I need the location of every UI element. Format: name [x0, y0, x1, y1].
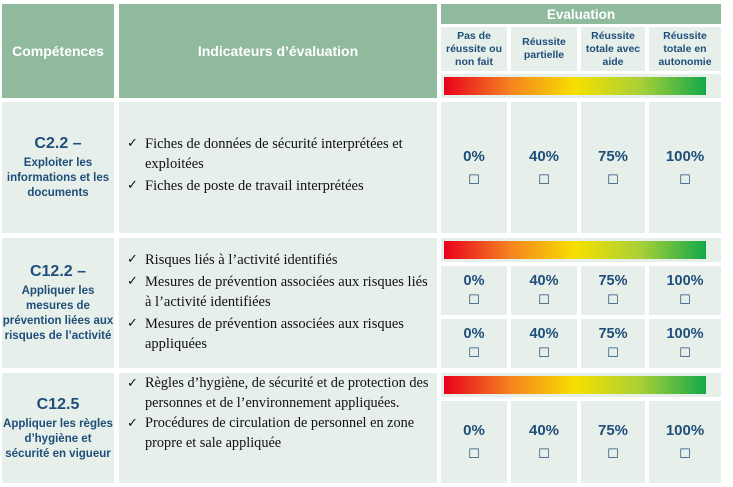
header-competences: Compétences	[2, 4, 114, 98]
evaluation-gradient-bar	[444, 241, 706, 259]
indicator-item: ✓ Risques liés à l’activité identifiés	[127, 252, 338, 268]
score-cell[interactable]: 100% ☐	[649, 401, 721, 483]
score-cell[interactable]: 40% ☐	[511, 401, 577, 483]
competence-code: C12.5	[36, 395, 80, 413]
checkbox[interactable]: ☐	[538, 293, 550, 308]
level-3-header: Réussite totale en autonomie	[649, 27, 721, 71]
indicators-c2-2: ✓ Fiches de données de sécurité interprét…	[119, 102, 437, 233]
score-cell[interactable]: 0% ☐	[441, 401, 507, 483]
score-cell[interactable]: 100% ☐	[649, 102, 721, 233]
checkbox[interactable]: ☐	[607, 172, 619, 188]
checkbox[interactable]: ☐	[607, 293, 619, 308]
score-value: 100%	[666, 273, 704, 289]
score-cell[interactable]: 100% ☐	[649, 266, 721, 315]
check-icon: ✓	[127, 274, 138, 289]
score-value: 0%	[463, 326, 485, 342]
level-1-header: Réussite partielle	[511, 27, 577, 71]
score-cell[interactable]: 75% ☐	[581, 102, 645, 233]
checkbox[interactable]: ☐	[679, 346, 691, 361]
score-value: 40%	[528, 422, 560, 439]
score-value: 0%	[463, 273, 485, 289]
header-indicateurs: Indicateurs d’évaluation	[119, 4, 437, 98]
score-value: 75%	[597, 147, 629, 165]
header-evaluation: Evaluation	[441, 4, 721, 24]
checkbox[interactable]: ☐	[468, 346, 480, 361]
checkbox[interactable]: ☐	[679, 447, 691, 462]
score-value: 75%	[598, 273, 628, 289]
score-value: 40%	[528, 147, 560, 165]
score-value: 100%	[665, 422, 705, 439]
indicator-item: ✓ Règles d’hygiène, de sécurité et de pro…	[127, 375, 429, 411]
checkbox[interactable]: ☐	[538, 346, 550, 361]
level-2-header: Réussite totale avec aide	[581, 27, 645, 71]
evaluation-gradient-bar	[444, 77, 706, 95]
indicator-item: ✓ Fiches de données de sécurité interprét…	[127, 136, 403, 172]
score-cell[interactable]: 0% ☐	[441, 319, 507, 368]
score-cell[interactable]: 75% ☐	[581, 266, 645, 315]
indicator-item: ✓ Mesures de prévention associées aux ris…	[127, 316, 404, 352]
indicators-c12-2: ✓ Risques liés à l’activité identifiés ✓ M…	[119, 238, 437, 368]
score-value: 100%	[665, 147, 705, 165]
check-icon: ✓	[127, 252, 138, 267]
check-icon: ✓	[127, 316, 138, 331]
score-value: 75%	[597, 422, 629, 439]
checkbox[interactable]: ☐	[679, 293, 691, 308]
competence-c12-5: C12.5 Appliquer les règles d’hygiène et …	[2, 373, 114, 483]
check-icon: ✓	[127, 178, 138, 193]
competence-code: C2.2 –	[34, 135, 82, 152]
score-value: 0%	[463, 422, 485, 439]
score-cell[interactable]: 0% ☐	[441, 102, 507, 233]
score-cell[interactable]: 40% ☐	[511, 319, 577, 368]
indicators-c12-5: ✓ Règles d’hygiène, de sécurité et de pro…	[119, 373, 437, 483]
competence-title: Appliquer les règles d’hygiène et sécuri…	[3, 417, 113, 460]
check-icon: ✓	[127, 416, 138, 431]
score-value: 40%	[529, 273, 559, 289]
evaluation-gradient-bar	[444, 376, 706, 394]
indicator-item: ✓ Mesures de prévention associées aux ris…	[127, 274, 428, 310]
score-cell[interactable]: 0% ☐	[441, 266, 507, 315]
score-value: 75%	[598, 326, 628, 342]
score-value: 100%	[666, 326, 704, 342]
competence-title: Exploiter les informations et les docume…	[6, 157, 110, 199]
check-icon: ✓	[127, 136, 138, 151]
check-icon: ✓	[127, 376, 138, 391]
score-cell[interactable]: 75% ☐	[581, 319, 645, 368]
score-value: 0%	[463, 147, 485, 165]
competence-title: Appliquer les mesures de prévention liée…	[2, 285, 114, 342]
score-cell[interactable]: 100% ☐	[649, 319, 721, 368]
score-cell[interactable]: 40% ☐	[511, 266, 577, 315]
competence-c12-2: C12.2 – Appliquer les mesures de prévent…	[2, 238, 114, 368]
competence-c2-2: C2.2 – Exploiter les informations et les…	[2, 102, 114, 233]
competence-code: C12.2 –	[29, 263, 87, 280]
checkbox[interactable]: ☐	[468, 447, 480, 462]
level-0-header: Pas de réussite ou non fait	[441, 27, 507, 71]
checkbox[interactable]: ☐	[468, 172, 480, 188]
score-cell[interactable]: 75% ☐	[581, 401, 645, 483]
checkbox[interactable]: ☐	[538, 172, 550, 188]
checkbox[interactable]: ☐	[468, 293, 480, 308]
checkbox[interactable]: ☐	[538, 447, 550, 462]
score-value: 40%	[529, 326, 559, 342]
checkbox[interactable]: ☐	[607, 447, 619, 462]
indicator-item: ✓ Procédures de circulation de personnel …	[127, 415, 415, 451]
checkbox[interactable]: ☐	[607, 346, 619, 361]
checkbox[interactable]: ☐	[679, 172, 691, 188]
indicator-item: ✓ Fiches de poste de travail interprétées	[127, 178, 364, 194]
score-cell[interactable]: 40% ☐	[511, 102, 577, 233]
